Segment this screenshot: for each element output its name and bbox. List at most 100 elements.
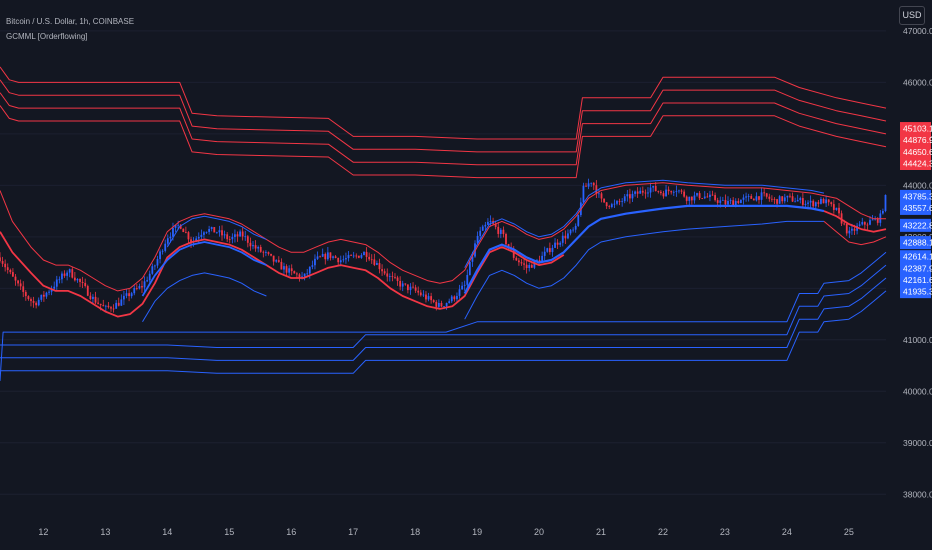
candle: [265, 250, 267, 257]
candle: [179, 224, 182, 230]
candle: [688, 196, 691, 207]
price-tag: 44876.91: [900, 133, 932, 147]
currency-button[interactable]: USD: [899, 6, 925, 25]
candle: [592, 182, 595, 190]
indicator-line: [141, 241, 267, 297]
candle: [783, 193, 786, 204]
symbol-title[interactable]: Bitcoin / U.S. Dollar, 1h, COINBASE: [6, 17, 135, 26]
candle: [399, 276, 402, 291]
candle: [94, 291, 97, 304]
candle: [218, 225, 221, 237]
candle: [623, 194, 626, 204]
y-tick-label: 47000.00: [903, 26, 932, 36]
candle: [97, 297, 100, 305]
candle: [283, 262, 285, 274]
candle: [574, 223, 577, 233]
candle: [582, 182, 585, 204]
candle: [166, 234, 169, 247]
candle: [148, 270, 151, 285]
svg-text:44424.36: 44424.36: [903, 158, 932, 168]
candle: [73, 271, 76, 282]
candle: [32, 296, 35, 308]
candle: [360, 253, 363, 259]
candle: [639, 187, 642, 194]
svg-text:43557.67: 43557.67: [903, 203, 932, 213]
indicator-line: [0, 105, 887, 179]
candle: [84, 278, 87, 288]
candle: [370, 254, 373, 264]
indicator-line: [0, 231, 565, 318]
candle: [187, 231, 190, 244]
candle: [796, 194, 799, 202]
candle: [262, 250, 265, 258]
candle: [835, 207, 838, 211]
y-tick-label: 41000.00: [903, 335, 932, 345]
candle: [600, 191, 603, 203]
candle: [701, 197, 704, 200]
candle: [66, 270, 69, 281]
candle: [693, 191, 696, 204]
candle: [208, 225, 211, 235]
candle: [760, 187, 763, 205]
candle: [605, 201, 608, 210]
candle: [437, 299, 440, 310]
candle: [737, 198, 740, 205]
indicator-title[interactable]: GCMML [Orderflowing]: [6, 32, 88, 41]
candle: [280, 258, 283, 270]
candle: [838, 203, 840, 217]
candle: [246, 234, 249, 248]
indicator-line: [142, 272, 267, 323]
candle: [205, 231, 208, 234]
candle: [365, 247, 368, 262]
candle: [546, 247, 549, 253]
candle: [337, 257, 340, 266]
candle: [528, 262, 531, 272]
candle: [182, 228, 185, 233]
candle: [822, 197, 825, 204]
candle: [270, 253, 272, 257]
candle: [801, 192, 804, 209]
candle: [750, 193, 753, 199]
y-tick-label: 38000.00: [903, 489, 932, 499]
candle: [768, 193, 771, 202]
candle: [696, 192, 698, 197]
candle: [35, 301, 38, 309]
candle: [567, 229, 569, 240]
candle: [0, 252, 1, 263]
candle: [685, 195, 688, 205]
price-labels: 45103.1844876.91 44650.6344424.36 43785.34…: [900, 122, 932, 299]
candle: [830, 201, 833, 207]
candle: [799, 196, 802, 204]
candle: [326, 246, 329, 261]
candle: [884, 194, 887, 213]
candle: [130, 291, 133, 299]
candle: [683, 189, 686, 198]
indicator-line: [0, 277, 887, 361]
svg-text:44876.91: 44876.91: [903, 135, 932, 145]
candle: [861, 217, 864, 226]
candle: [561, 231, 564, 247]
candle: [608, 204, 611, 210]
candle: [334, 255, 337, 259]
candle: [548, 242, 551, 255]
indicator-line: [823, 221, 887, 246]
svg-text:41935.35: 41935.35: [903, 287, 932, 297]
indicator-line: [0, 79, 887, 153]
candle: [714, 192, 716, 202]
candle: [863, 221, 866, 230]
svg-text:43222.89: 43222.89: [903, 220, 932, 230]
candle: [825, 195, 828, 207]
indicator-line: [463, 204, 825, 295]
candle: [706, 192, 709, 198]
candle: [450, 294, 453, 303]
candle: [386, 268, 389, 282]
candle: [321, 248, 324, 258]
candle: [239, 229, 241, 237]
candle: [729, 198, 732, 205]
candle: [703, 191, 706, 200]
indicator-line: [823, 210, 887, 233]
candle: [425, 291, 427, 303]
time-axis[interactable]: 12 13 14 15 16 17 18 19 20 21 22 23 24 25: [38, 527, 853, 537]
price-tag: 42387.90: [900, 261, 932, 275]
